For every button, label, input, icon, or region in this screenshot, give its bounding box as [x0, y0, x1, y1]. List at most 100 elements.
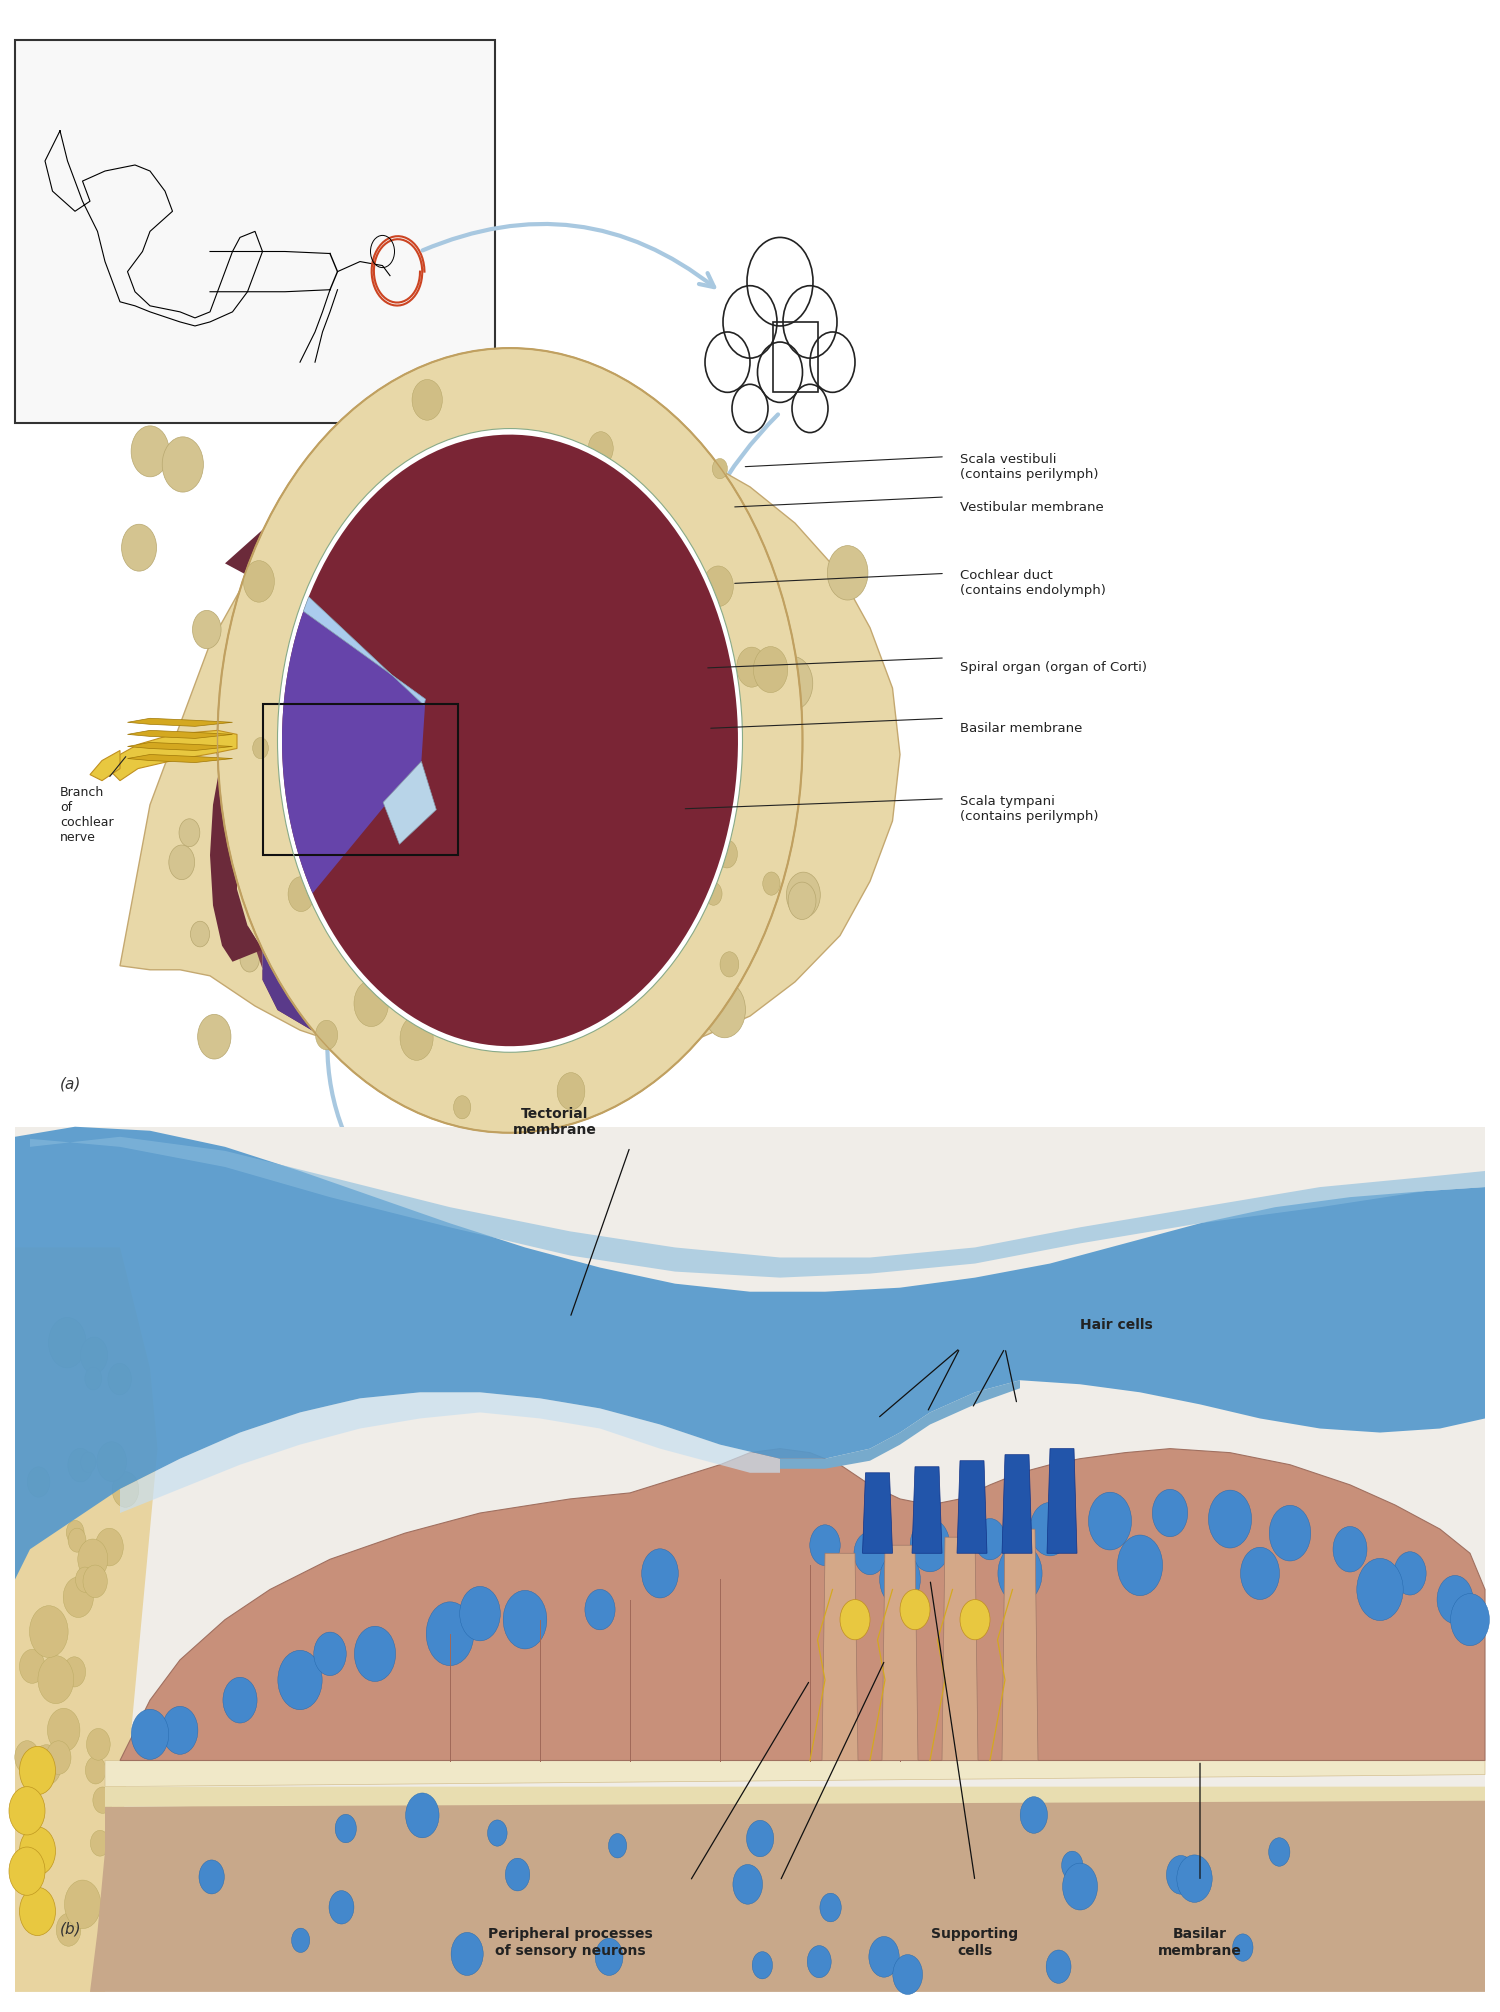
Circle shape — [224, 1678, 256, 1722]
Polygon shape — [128, 718, 232, 726]
Circle shape — [732, 384, 768, 433]
Polygon shape — [957, 1461, 987, 1553]
Circle shape — [178, 819, 200, 847]
Circle shape — [712, 459, 728, 479]
Circle shape — [38, 1656, 74, 1704]
Circle shape — [503, 1589, 548, 1650]
Circle shape — [910, 1519, 950, 1571]
Circle shape — [48, 1708, 80, 1752]
Circle shape — [821, 1893, 842, 1921]
Circle shape — [747, 237, 813, 326]
Polygon shape — [282, 612, 426, 893]
Circle shape — [81, 1338, 108, 1374]
Circle shape — [90, 1831, 110, 1857]
Circle shape — [788, 881, 816, 919]
Circle shape — [783, 286, 837, 358]
Circle shape — [280, 928, 303, 958]
Circle shape — [453, 1097, 471, 1119]
Polygon shape — [210, 467, 780, 962]
Circle shape — [98, 1443, 126, 1481]
Polygon shape — [942, 1537, 978, 1760]
Circle shape — [413, 380, 442, 421]
Circle shape — [122, 525, 156, 571]
Polygon shape — [90, 750, 120, 781]
Polygon shape — [128, 742, 232, 750]
Circle shape — [86, 1368, 102, 1390]
Circle shape — [705, 883, 722, 905]
Circle shape — [1062, 1863, 1098, 1909]
Circle shape — [1030, 1503, 1069, 1555]
Circle shape — [1209, 1491, 1251, 1547]
Polygon shape — [15, 1127, 1485, 1579]
Circle shape — [288, 877, 314, 911]
Polygon shape — [822, 1553, 858, 1760]
Circle shape — [291, 1927, 309, 1952]
Polygon shape — [282, 435, 735, 901]
Text: Spiral organ (organ of Corti): Spiral organ (organ of Corti) — [960, 662, 1148, 674]
Circle shape — [736, 648, 766, 688]
Circle shape — [792, 384, 828, 433]
Text: Vestibular membrane: Vestibular membrane — [960, 501, 1104, 513]
Circle shape — [86, 1756, 106, 1785]
Circle shape — [1240, 1547, 1280, 1600]
Circle shape — [807, 1946, 831, 1978]
Polygon shape — [296, 688, 738, 1046]
Circle shape — [20, 1887, 56, 1936]
Circle shape — [132, 1710, 168, 1758]
Text: (a): (a) — [60, 1076, 81, 1091]
Circle shape — [556, 1072, 585, 1111]
Circle shape — [900, 1589, 930, 1630]
Text: (b): (b) — [60, 1921, 81, 1936]
Polygon shape — [108, 730, 237, 781]
Circle shape — [75, 1567, 94, 1591]
Circle shape — [642, 1549, 678, 1598]
Circle shape — [704, 565, 734, 606]
Circle shape — [130, 427, 170, 477]
Polygon shape — [15, 1247, 158, 1992]
Circle shape — [63, 1656, 86, 1686]
Circle shape — [32, 1744, 62, 1785]
Circle shape — [975, 1519, 1005, 1559]
Text: Scala tympani
(contains perilymph): Scala tympani (contains perilymph) — [960, 795, 1098, 823]
Circle shape — [879, 1551, 921, 1608]
Circle shape — [426, 1602, 474, 1666]
Circle shape — [596, 1938, 622, 1976]
Circle shape — [720, 952, 740, 978]
Circle shape — [488, 1821, 507, 1847]
Polygon shape — [382, 761, 436, 845]
Polygon shape — [780, 1380, 1020, 1469]
Circle shape — [78, 1539, 108, 1579]
Circle shape — [243, 561, 274, 602]
Polygon shape — [120, 1392, 780, 1513]
Text: Supporting
cells: Supporting cells — [932, 1927, 1019, 1958]
Circle shape — [315, 1020, 338, 1050]
Circle shape — [190, 921, 210, 948]
Circle shape — [459, 1585, 501, 1642]
Polygon shape — [1047, 1449, 1077, 1553]
Polygon shape — [248, 926, 693, 1060]
Circle shape — [840, 1600, 870, 1640]
Circle shape — [66, 1521, 84, 1545]
Circle shape — [1269, 1837, 1290, 1867]
Circle shape — [216, 734, 234, 761]
Circle shape — [1046, 1950, 1071, 1984]
Circle shape — [328, 1891, 354, 1923]
Polygon shape — [105, 1787, 1485, 1807]
Circle shape — [15, 1740, 39, 1775]
Circle shape — [1062, 1851, 1083, 1879]
Circle shape — [20, 1746, 56, 1795]
Circle shape — [892, 1954, 922, 1994]
Circle shape — [68, 1449, 93, 1483]
Circle shape — [278, 429, 742, 1052]
Text: Scala vestibuli
(contains perilymph): Scala vestibuli (contains perilymph) — [960, 453, 1098, 481]
Circle shape — [1089, 1493, 1131, 1549]
Text: Branch
of
cochlear
nerve: Branch of cochlear nerve — [60, 787, 114, 843]
Circle shape — [756, 650, 783, 684]
Circle shape — [162, 1706, 198, 1754]
Circle shape — [198, 1014, 231, 1058]
Circle shape — [452, 1932, 483, 1976]
Circle shape — [772, 656, 813, 710]
Circle shape — [9, 1847, 45, 1895]
Circle shape — [704, 982, 746, 1038]
Circle shape — [68, 1529, 86, 1551]
